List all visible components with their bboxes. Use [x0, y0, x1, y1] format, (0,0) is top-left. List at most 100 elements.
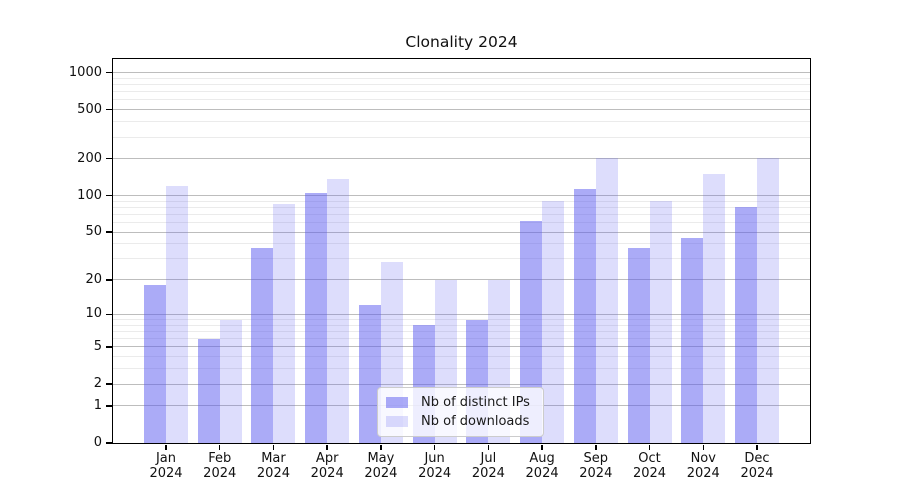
y-tick-label: 0: [93, 435, 102, 450]
minor-gridline: [113, 99, 810, 101]
y-tick-label: 100: [77, 187, 102, 203]
minor-gridline: [113, 338, 810, 340]
x-tick: [433, 444, 436, 450]
y-tick: [106, 71, 112, 74]
y-tick: [106, 108, 112, 111]
minor-gridline: [113, 324, 810, 326]
major-gridline: [113, 72, 810, 74]
chart-title: Clonality 2024: [405, 33, 518, 51]
x-tick-label: Jan 2024: [149, 451, 183, 481]
y-tick: [106, 405, 112, 407]
y-tick-label: 2: [93, 376, 102, 392]
bar-downloads-apr: [327, 178, 350, 443]
minor-gridline: [113, 121, 810, 123]
y-tick-label: 500: [77, 101, 102, 117]
x-tick: [756, 444, 758, 450]
bar-distinct-ips-sep: [573, 189, 596, 443]
bar-downloads-oct: [649, 201, 672, 443]
major-gridline: [113, 313, 810, 315]
x-tick-label: Feb 2024: [203, 451, 237, 481]
y-tick-label: 1000: [68, 64, 102, 80]
major-gridline: [113, 279, 810, 281]
major-gridline: [113, 383, 810, 385]
plot-area: [113, 59, 810, 443]
y-tick: [106, 383, 112, 385]
x-tick-label: Nov 2024: [686, 451, 720, 481]
minor-gridline: [113, 213, 810, 215]
minor-gridline: [113, 91, 810, 93]
x-tick-label: May 2024: [364, 451, 398, 481]
y-tick-label: 10: [85, 306, 102, 322]
major-gridline: [113, 346, 810, 348]
major-gridline: [113, 231, 810, 233]
bar-downloads-mar: [273, 204, 296, 443]
major-gridline: [113, 158, 810, 160]
bar-distinct-ips-jan: [144, 285, 166, 443]
x-tick: [702, 444, 705, 450]
x-tick: [218, 444, 221, 450]
x-tick-label: Mar 2024: [256, 451, 290, 481]
x-tick-label: Apr 2024: [310, 451, 344, 481]
major-gridline: [113, 109, 810, 111]
bar-downloads-dec: [757, 157, 779, 443]
x-tick: [541, 444, 543, 450]
x-tick-label: Jun 2024: [418, 451, 452, 481]
y-tick: [106, 442, 112, 444]
y-tick-label: 1: [93, 397, 102, 413]
y-tick: [106, 279, 112, 281]
x-tick: [326, 444, 328, 450]
legend-swatch-distinct-ips: [386, 397, 408, 409]
bar-downloads-aug: [542, 201, 565, 443]
x-tick: [165, 444, 167, 450]
minor-gridline: [113, 200, 810, 202]
bar-distinct-ips-nov: [681, 237, 704, 443]
x-tick: [595, 444, 597, 450]
bar-distinct-ips-apr: [305, 192, 328, 443]
major-gridline: [113, 195, 810, 197]
bar-distinct-ips-mar: [251, 247, 274, 443]
y-tick: [106, 231, 112, 233]
legend-item-distinct-ips: Nb of distinct IPs: [386, 396, 535, 409]
bar-downloads-nov: [703, 174, 726, 443]
x-tick: [380, 444, 382, 450]
x-tick-label: Aug 2024: [525, 451, 559, 481]
minor-gridline: [113, 368, 810, 370]
minor-gridline: [113, 206, 810, 208]
legend-item-downloads: Nb of downloads: [386, 415, 535, 428]
y-tick-label: 50: [85, 224, 102, 240]
x-tick: [272, 444, 275, 450]
y-tick: [106, 157, 112, 160]
minor-gridline: [113, 331, 810, 333]
minor-gridline: [113, 136, 810, 138]
minor-gridline: [113, 319, 810, 321]
y-tick: [106, 313, 112, 316]
bar-downloads-sep: [595, 157, 618, 443]
minor-gridline: [113, 243, 810, 245]
x-tick-label: Jul 2024: [471, 451, 505, 481]
y-tick-label: 200: [77, 150, 102, 166]
legend-label-downloads: Nb of downloads: [421, 413, 530, 429]
minor-gridline: [113, 84, 810, 86]
x-tick: [487, 444, 490, 450]
minor-gridline: [113, 77, 810, 79]
legend-swatch-downloads: [386, 415, 408, 427]
legend-label-distinct-ips: Nb of distinct IPs: [421, 395, 530, 411]
y-tick-label: 20: [85, 271, 102, 287]
bar-distinct-ips-dec: [735, 206, 757, 443]
y-tick: [106, 194, 112, 197]
bar-downloads-jan: [166, 185, 188, 443]
bar-distinct-ips-feb: [197, 338, 220, 443]
y-tick: [106, 346, 112, 348]
minor-gridline: [113, 258, 810, 260]
bar-downloads-feb: [219, 319, 242, 443]
x-tick-label: Dec 2024: [740, 451, 774, 481]
minor-gridline: [113, 356, 810, 358]
bar-distinct-ips-may: [358, 305, 381, 443]
x-tick-label: Oct 2024: [632, 451, 667, 481]
bar-distinct-ips-oct: [627, 247, 650, 443]
x-tick: [648, 444, 651, 450]
legend: Nb of distinct IPs Nb of downloads: [377, 387, 544, 437]
minor-gridline: [113, 222, 810, 224]
y-tick-label: 5: [93, 338, 102, 354]
